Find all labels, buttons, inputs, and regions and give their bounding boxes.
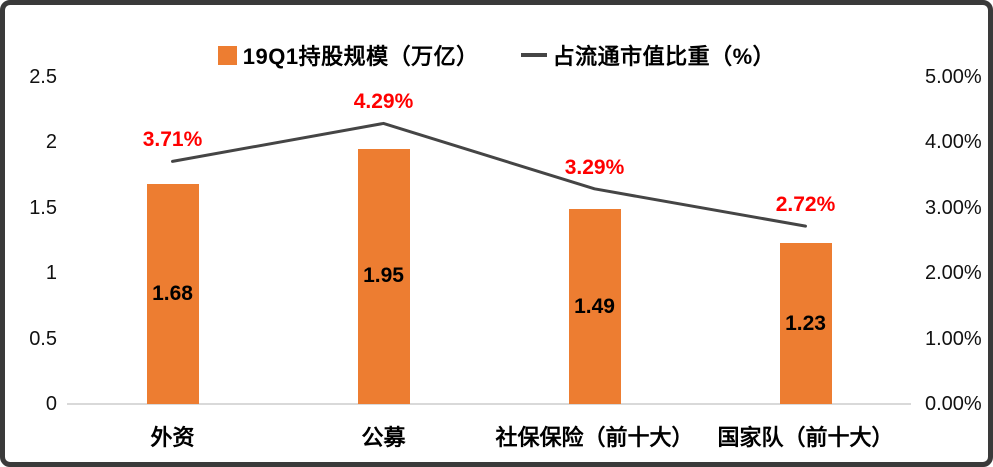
bar-value-label: 1.68 (152, 282, 193, 306)
left-axis-tick: 0 (45, 393, 57, 415)
left-axis-tick: 0.5 (29, 327, 57, 350)
bar (779, 243, 832, 404)
bar-value-label: 1.23 (785, 311, 826, 335)
legend-item-line-series: 占流通市值比重（%） (520, 39, 776, 71)
line-point-label: 3.29% (564, 155, 625, 179)
right-axis-tick: 5.00% (925, 66, 982, 88)
trend-line (171, 121, 807, 228)
line-point-label: 2.72% (775, 193, 836, 217)
x-axis-label: 公募 (361, 425, 406, 450)
x-axis-label: 社保保险（前十大） (495, 425, 694, 450)
line-point-label: 3.71% (142, 128, 203, 152)
legend-label-line-series: 占流通市值比重（%） (552, 44, 776, 69)
right-axis-tick: 1.00% (925, 327, 982, 350)
right-axis-tick: 0.00% (925, 393, 982, 415)
bar (568, 209, 621, 404)
bar-series-swatch-icon (217, 45, 237, 65)
right-axis-tick: 3.00% (925, 196, 982, 219)
left-axis-tick: 1 (45, 262, 57, 285)
line-series-swatch-icon (520, 53, 547, 57)
x-axis-label: 外资 (150, 425, 195, 450)
right-axis-tick: 4.00% (925, 131, 982, 154)
x-axis-label: 国家队（前十大） (717, 425, 894, 450)
left-axis-tick: 2 (45, 131, 57, 154)
bar-value-label: 1.49 (574, 294, 615, 318)
chart-legend: 19Q1持股规模（万亿） 占流通市值比重（%） (5, 39, 988, 71)
legend-item-bar-series: 19Q1持股规模（万亿） (217, 39, 479, 71)
left-axis-tick: 1.5 (29, 196, 57, 219)
legend-label-bar-series: 19Q1持股规模（万亿） (242, 44, 479, 69)
right-axis-tick: 2.00% (925, 262, 982, 285)
left-axis-tick: 2.5 (29, 66, 57, 88)
bar-value-label: 1.95 (363, 264, 404, 288)
line-point-label: 4.29% (353, 90, 414, 114)
zero-baseline (67, 403, 911, 405)
